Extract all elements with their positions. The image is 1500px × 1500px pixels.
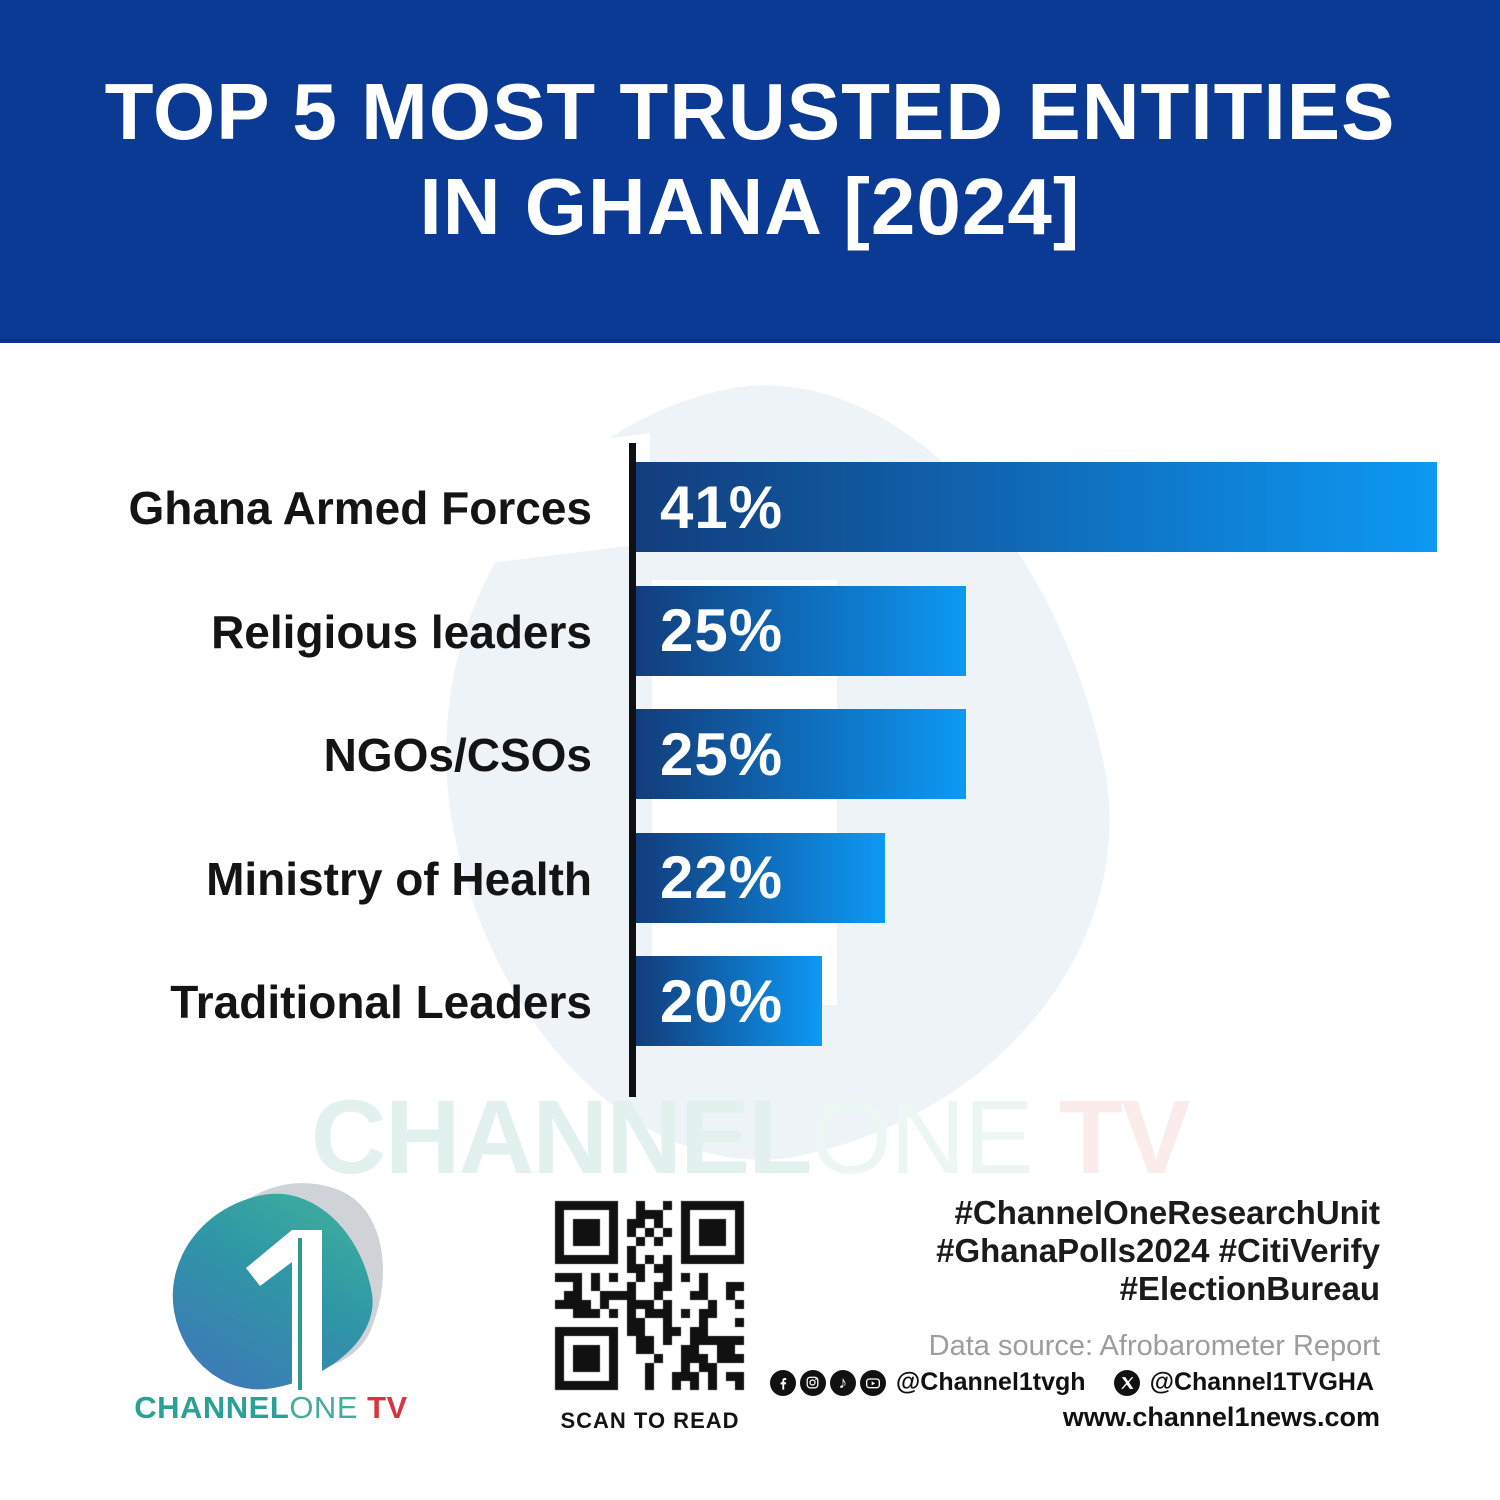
social-media-row: ♪ @Channel1tvgh @Channel1TVGHA [769, 1368, 1380, 1397]
social-handle-main: @Channel1tvgh [895, 1368, 1086, 1396]
logo-wordmark: CHANNELONE TV [96, 1390, 446, 1426]
youtube-icon [859, 1369, 886, 1396]
qr-caption: SCAN TO READ [560, 1408, 740, 1433]
bar-4: 22% [636, 832, 885, 923]
hashtag-line-1: #ChannelOneResearchUnit [954, 1194, 1380, 1231]
bar-5: 20% [636, 956, 822, 1046]
x-icon [1113, 1369, 1140, 1396]
category-label-3: NGOs/CSOs [323, 729, 592, 781]
category-label-2: Religious leaders [211, 605, 592, 658]
bar-1: 41% [636, 462, 1437, 552]
website-url: www.channel1news.com [1062, 1402, 1380, 1432]
bar-value-label-2: 25% [660, 597, 784, 664]
hashtags-block: #ChannelOneResearchUnit #GhanaPolls2024 … [936, 1194, 1380, 1308]
page-title-line-2: IN GHANA [2024] [419, 162, 1081, 251]
logo-text-one: ONE [289, 1390, 358, 1425]
logo-number-one [232, 1228, 352, 1403]
category-label-4: Ministry of Health [206, 852, 592, 905]
bar-value-label-1: 41% [660, 473, 784, 541]
logo-text-tv: TV [358, 1390, 408, 1425]
header-banner: TOP 5 MOST TRUSTED ENTITIES IN GHANA [20… [0, 0, 1500, 343]
watermark-one: ONE [810, 1079, 1034, 1196]
qr-code [552, 1198, 748, 1394]
watermark-tv: TV [1031, 1079, 1191, 1196]
hashtag-line-3: #ElectionBureau [1119, 1270, 1380, 1307]
chart-axis-line [629, 443, 636, 1097]
tiktok-icon: ♪ [829, 1369, 856, 1396]
bar-value-label-3: 25% [660, 720, 784, 788]
bar-2: 25% [636, 585, 966, 676]
social-handle-x: @Channel1TVGHA [1149, 1368, 1374, 1396]
instagram-icon [799, 1369, 826, 1396]
logo-text-channel: CHANNEL [134, 1390, 290, 1425]
hashtag-line-2: #GhanaPolls2024 #CitiVerify [936, 1232, 1380, 1269]
brand-watermark-text: CHANNELONE TV [0, 1078, 1500, 1198]
bar-value-label-5: 20% [660, 967, 784, 1035]
bar-3: 25% [636, 709, 966, 799]
data-source-note: Data source: Afrobarometer Report [928, 1330, 1380, 1362]
watermark-channel: CHANNEL [310, 1079, 812, 1196]
bar-value-label-4: 22% [660, 844, 784, 911]
category-label-5: Traditional Leaders [170, 976, 592, 1028]
facebook-icon [769, 1369, 796, 1396]
category-label-1: Ghana Armed Forces [128, 482, 592, 534]
page-title-line-1: TOP 5 MOST TRUSTED ENTITIES [104, 67, 1396, 156]
